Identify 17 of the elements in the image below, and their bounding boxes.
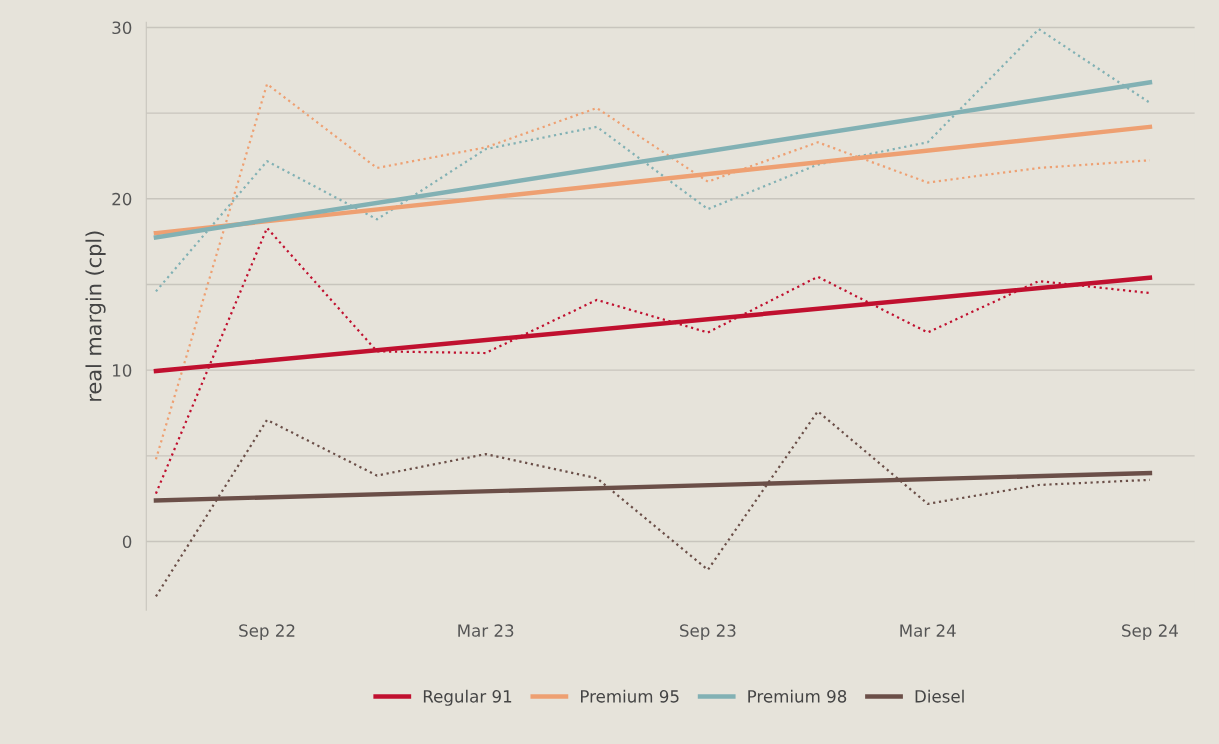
y-tick-label: 10 xyxy=(113,364,132,377)
x-tick-label: Mar 24 xyxy=(900,624,956,637)
y-axis-title: real margin (cpl) xyxy=(85,231,106,401)
legend-label: Regular 91 xyxy=(423,689,512,706)
x-tick-label: Sep 23 xyxy=(680,624,736,641)
legend-label: Diesel xyxy=(915,689,964,703)
legend-label: Premium 95 xyxy=(581,689,679,703)
x-tick-label: Sep 22 xyxy=(239,624,295,641)
x-tick-label: Sep 24 xyxy=(1122,624,1178,641)
y-tick-label: 20 xyxy=(112,192,132,206)
y-tick-label: 30 xyxy=(112,21,132,35)
legend-label: Premium 98 xyxy=(748,689,847,703)
line-series xyxy=(154,226,1152,495)
y-tick-label: 0 xyxy=(122,535,132,549)
line-series xyxy=(154,410,1152,598)
x-tick-label: Mar 23 xyxy=(458,624,514,637)
line-series xyxy=(154,28,1152,293)
